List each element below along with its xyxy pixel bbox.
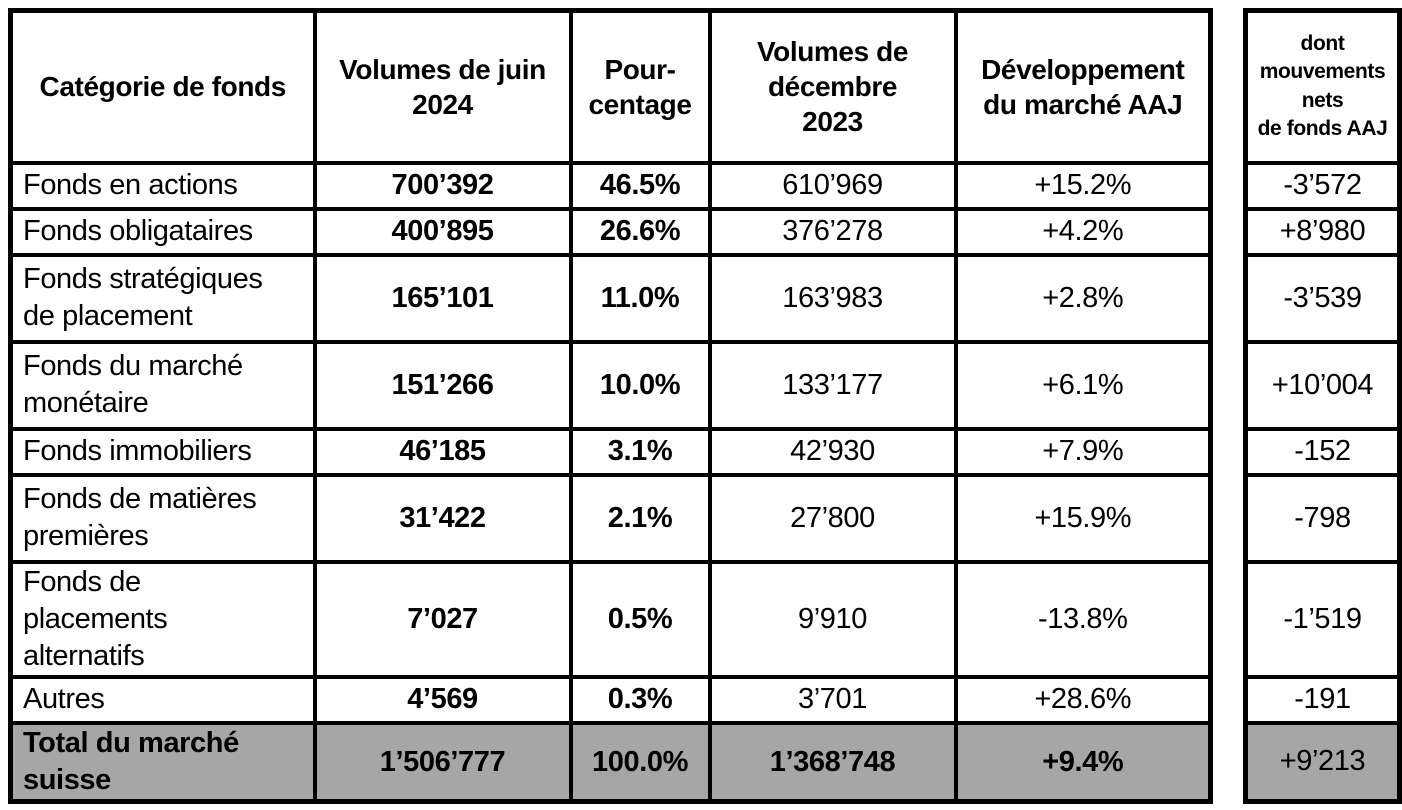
- row-autres: Autres 4’569 0.3% 3’701 +28.6%: [8, 674, 1213, 725]
- cell-category: Fonds stratégiques de placement: [8, 252, 317, 344]
- row-fonds-immobiliers: Fonds immobiliers 46’185 3.1% 42’930 +7.…: [8, 426, 1213, 477]
- cell-total-developpement: +9.4%: [953, 720, 1213, 804]
- col-header-developpement-marche-aaj: Développement du marché AAJ: [953, 8, 1213, 165]
- cell-developpement: +15.9%: [953, 472, 1213, 564]
- funds-table: Catégorie de fonds Volumes de juin 2024 …: [8, 8, 1213, 805]
- row-fonds-du-marche-monetaire: Fonds du marché monétaire 151’266 10.0% …: [8, 339, 1213, 431]
- cell-category: Fonds en actions: [8, 160, 317, 211]
- cell-pourcentage: 26.6%: [568, 206, 712, 257]
- cell-net-movements: +10’004: [1243, 339, 1402, 431]
- side-row-fonds-obligataires: +8’980: [1243, 206, 1402, 257]
- row-fonds-en-actions: Fonds en actions 700’392 46.5% 610’969 +…: [8, 160, 1213, 211]
- cell-total-pourcentage: 100.0%: [568, 720, 712, 804]
- col-header-pourcentage: Pour- centage: [568, 8, 712, 165]
- side-total-row: +9’213: [1243, 720, 1402, 804]
- cell-vol-juin-2024: 400’895: [312, 206, 573, 257]
- net-movements-table: dont mouvements nets de fonds AAJ -3’572…: [1243, 8, 1402, 804]
- cell-pourcentage: 11.0%: [568, 252, 712, 344]
- side-row-fonds-de-matieres-premieres: -798: [1243, 472, 1402, 564]
- total-row: Total du marché suisse 1’506’777 100.0% …: [8, 720, 1213, 804]
- cell-vol-dec-2023: 42’930: [707, 426, 958, 477]
- cell-pourcentage: 0.3%: [568, 674, 712, 725]
- cell-vol-dec-2023: 9’910: [707, 559, 958, 679]
- cell-vol-dec-2023: 133’177: [707, 339, 958, 431]
- row-fonds-de-matieres-premieres: Fonds de matières premières 31’422 2.1% …: [8, 472, 1213, 564]
- side-row-autres: -191: [1243, 674, 1402, 725]
- cell-vol-dec-2023: 376’278: [707, 206, 958, 257]
- cell-category: Fonds de placements alternatifs: [8, 559, 317, 679]
- side-row-fonds-immobiliers: -152: [1243, 426, 1402, 477]
- cell-net-movements: -3’572: [1243, 160, 1402, 211]
- cell-net-movements: -191: [1243, 674, 1402, 725]
- cell-pourcentage: 3.1%: [568, 426, 712, 477]
- row-fonds-strategiques-de-placement: Fonds stratégiques de placement 165’101 …: [8, 252, 1213, 344]
- row-fonds-obligataires: Fonds obligataires 400’895 26.6% 376’278…: [8, 206, 1213, 257]
- cell-category: Fonds de matières premières: [8, 472, 317, 564]
- side-row-fonds-de-placements-alternatifs: -1’519: [1243, 559, 1402, 679]
- cell-vol-juin-2024: 700’392: [312, 160, 573, 211]
- cell-developpement: +2.8%: [953, 252, 1213, 344]
- cell-category: Fonds immobiliers: [8, 426, 317, 477]
- cell-developpement: +28.6%: [953, 674, 1213, 725]
- cell-net-movements: -3’539: [1243, 252, 1402, 344]
- cell-pourcentage: 46.5%: [568, 160, 712, 211]
- cell-developpement: +15.2%: [953, 160, 1213, 211]
- cell-vol-juin-2024: 4’569: [312, 674, 573, 725]
- cell-vol-dec-2023: 610’969: [707, 160, 958, 211]
- cell-category: Autres: [8, 674, 317, 725]
- cell-vol-juin-2024: 46’185: [312, 426, 573, 477]
- cell-category: Fonds obligataires: [8, 206, 317, 257]
- row-fonds-de-placements-alternatifs: Fonds de placements alternatifs 7’027 0.…: [8, 559, 1213, 679]
- cell-net-movements: -152: [1243, 426, 1402, 477]
- cell-vol-juin-2024: 165’101: [312, 252, 573, 344]
- side-row-fonds-du-marche-monetaire: +10’004: [1243, 339, 1402, 431]
- cell-developpement: +7.9%: [953, 426, 1213, 477]
- cell-total-label: Total du marché suisse: [8, 720, 317, 804]
- cell-vol-juin-2024: 7’027: [312, 559, 573, 679]
- cell-vol-dec-2023: 3’701: [707, 674, 958, 725]
- cell-category: Fonds du marché monétaire: [8, 339, 317, 431]
- cell-pourcentage: 0.5%: [568, 559, 712, 679]
- col-header-volumes-juin-2024: Volumes de juin 2024: [312, 8, 573, 165]
- cell-vol-dec-2023: 27’800: [707, 472, 958, 564]
- cell-net-movements: +8’980: [1243, 206, 1402, 257]
- cell-vol-juin-2024: 31’422: [312, 472, 573, 564]
- col-header-categorie: Catégorie de fonds: [8, 8, 317, 165]
- cell-pourcentage: 2.1%: [568, 472, 712, 564]
- cell-total-vol-dec-2023: 1’368’748: [707, 720, 958, 804]
- cell-developpement: +6.1%: [953, 339, 1213, 431]
- cell-total-vol-juin-2024: 1’506’777: [312, 720, 573, 804]
- cell-pourcentage: 10.0%: [568, 339, 712, 431]
- col-header-volumes-decembre-2023: Volumes de décembre 2023: [707, 8, 958, 165]
- side-header-row: dont mouvements nets de fonds AAJ: [1243, 8, 1402, 165]
- cell-net-movements: -1’519: [1243, 559, 1402, 679]
- cell-total-net-movements: +9’213: [1243, 720, 1402, 804]
- cell-developpement: +4.2%: [953, 206, 1213, 257]
- cell-net-movements: -798: [1243, 472, 1402, 564]
- cell-vol-dec-2023: 163’983: [707, 252, 958, 344]
- col-header-mouvements-nets-aaj: dont mouvements nets de fonds AAJ: [1243, 8, 1402, 165]
- cell-vol-juin-2024: 151’266: [312, 339, 573, 431]
- side-row-fonds-strategiques-de-placement: -3’539: [1243, 252, 1402, 344]
- cell-developpement: -13.8%: [953, 559, 1213, 679]
- header-row: Catégorie de fonds Volumes de juin 2024 …: [8, 8, 1213, 165]
- side-row-fonds-en-actions: -3’572: [1243, 160, 1402, 211]
